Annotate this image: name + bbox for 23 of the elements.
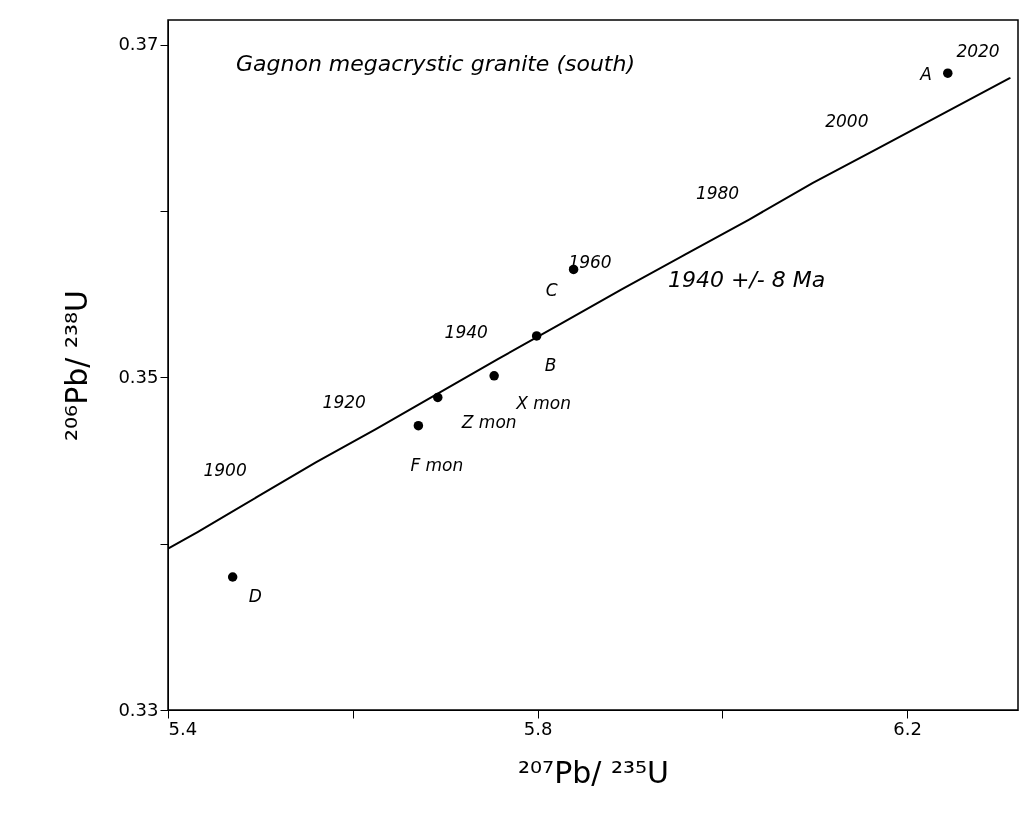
- annotation: A: [919, 64, 932, 85]
- annotation: 1900: [203, 460, 247, 481]
- x-tick-label: 5.4: [168, 717, 198, 739]
- y-tick-label: 0.35: [118, 365, 159, 387]
- annotation: B: [544, 354, 557, 375]
- y-tick-label: 0.33: [118, 698, 159, 720]
- x-tick-label: 5.8: [523, 717, 553, 739]
- annotation: C: [545, 280, 558, 301]
- annotation: 2000: [825, 111, 869, 132]
- annotation: Z mon: [460, 412, 517, 433]
- text: Gagnon megacrystic granite (south): [236, 51, 635, 76]
- y-axis-title: ²⁰⁶Pb/ ²³⁸U: [59, 290, 95, 441]
- annotation: 1940: [444, 322, 488, 343]
- x-tick-label: 6.2: [893, 717, 922, 739]
- x-axis-title: ²⁰⁷Pb/ ²³⁵U: [518, 754, 669, 790]
- annotation: 1980: [695, 182, 740, 203]
- annotation: 1940 +/- 8 Ma: [668, 267, 826, 292]
- y-tick-label: 0.37: [118, 33, 159, 55]
- annotation: 2020: [956, 41, 1000, 62]
- annotation: D: [248, 585, 262, 606]
- annotation: F mon: [410, 454, 464, 475]
- annotation: X mon: [515, 392, 571, 413]
- annotation: 1920: [322, 392, 366, 413]
